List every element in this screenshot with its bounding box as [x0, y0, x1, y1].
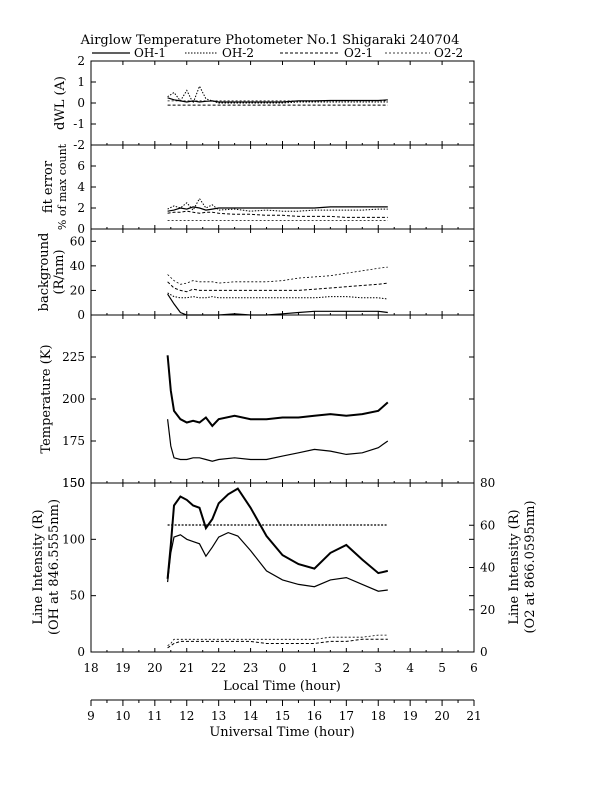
series-dwl-oh2	[167, 84, 388, 105]
x-tick-label-local: 1	[311, 661, 319, 675]
y-tick-label-intensity: 50	[70, 589, 85, 603]
y-tick-label-dwl: 2	[77, 54, 85, 68]
x-tick-label-universal: 10	[115, 709, 130, 723]
x-tick-label-local: 20	[147, 661, 162, 675]
series-layer	[166, 84, 389, 649]
legend-label-o21: O2-1	[344, 46, 373, 60]
y-tick-label-right: 0	[480, 645, 488, 659]
series-fit-oh1	[167, 206, 388, 212]
x-tick-label-local: 21	[179, 661, 194, 675]
y-tick-label-dwl: 1	[77, 75, 85, 89]
x-tick-label-universal: 14	[243, 709, 259, 723]
y-tick-label-dwl: -2	[73, 138, 85, 152]
series-fit-o21	[167, 210, 388, 218]
y-tick-label-right: 80	[480, 476, 495, 490]
x-tick-label-local: 18	[83, 661, 98, 675]
x-tick-label-local: 5	[438, 661, 446, 675]
panel-temperature-frame	[90, 314, 475, 484]
x-tick-label-universal: 18	[371, 709, 386, 723]
ylabel-fit-unit: % of max count	[56, 143, 69, 230]
legend-label-o22: O2-2	[434, 46, 463, 60]
y-tick-label-right: 60	[480, 518, 495, 532]
ylabel-intensity-unit: (OH at 846.5555nm)	[47, 499, 62, 635]
y-tick-label-background: 40	[70, 259, 85, 273]
x-tick-label-local: 23	[243, 661, 258, 675]
x-tick-label-local: 0	[279, 661, 287, 675]
series-fit-oh2	[167, 197, 388, 212]
series-temperature-oh1	[166, 355, 389, 428]
y-tick-label-background: 0	[77, 308, 85, 322]
x-tick-label-local: 2	[343, 661, 351, 675]
y-tick-label-right: 40	[480, 561, 495, 575]
y-tick-label-dwl: 0	[77, 96, 85, 110]
x-tick-label-universal: 13	[211, 709, 226, 723]
y-tick-label-temperature: 200	[62, 392, 85, 406]
x-tick-label-universal: 11	[147, 709, 162, 723]
x-tick-label-universal: 12	[179, 709, 194, 723]
series-temperature-oh2	[167, 419, 389, 462]
panel-fit-frame	[90, 144, 475, 230]
x-tick-label-local: 19	[115, 661, 130, 675]
panel-intensity-frame	[90, 482, 475, 653]
y-tick-label-temperature: 150	[62, 476, 85, 490]
y-tick-label-intensity: 0	[77, 645, 85, 659]
x-tick-label-universal: 16	[307, 709, 322, 723]
series-background-oh2	[167, 292, 388, 300]
y-tick-label-fit: 0	[77, 222, 85, 236]
axis-ticks: 18 19 20 21 22 23 0 1 2 3 4 5 69 10 11 12 13 14 15 16 17 18 19…	[62, 54, 495, 723]
ylabel-background-unit: (R/nm)	[52, 249, 67, 294]
series-intensity-oh2	[167, 531, 388, 592]
series-dwl-oh1	[167, 97, 388, 103]
panel-background-frame	[90, 228, 475, 316]
legend: OH-1 OH-2 O2-1 O2-2	[92, 46, 463, 60]
ylabel-background: background	[37, 233, 52, 312]
x-tick-label-universal: 15	[275, 709, 290, 723]
series-intensity-o22	[167, 634, 388, 647]
ylabel-fit: fit error	[41, 160, 56, 213]
ylabel-temperature: Temperature (K)	[39, 344, 54, 453]
x-tick-label-local: 3	[374, 661, 382, 675]
x-tick-label-universal: 20	[434, 709, 449, 723]
y-tick-label-temperature: 225	[62, 350, 85, 364]
x-tick-label-universal: 21	[466, 709, 481, 723]
legend-label-oh1: OH-1	[134, 46, 166, 60]
ylabel-intensity-right: Line Intensity (R)	[507, 509, 522, 624]
y-tick-label-fit: 6	[77, 159, 85, 173]
x-tick-label-universal: 19	[403, 709, 418, 723]
y-tick-label-background: 60	[70, 234, 85, 248]
y-tick-label-intensity: 150	[62, 476, 85, 490]
series-intensity-oh1	[166, 487, 389, 579]
y-tick-label-temperature: 175	[62, 434, 85, 448]
series-background-oh1	[167, 293, 388, 316]
series-intensity-o21	[167, 638, 388, 649]
ylabel-intensity: Line Intensity (R)	[31, 509, 46, 624]
ylabel-intensity-right-unit: (O2 at 866.0595nm)	[523, 500, 538, 633]
x-tick-label-local: 22	[211, 661, 226, 675]
ylabel-dwl: dWL (A)	[53, 76, 68, 130]
y-tick-label-intensity: 100	[62, 532, 85, 546]
xlabel-universal: Universal Time (hour)	[209, 725, 354, 740]
y-tick-label-right: 20	[480, 603, 495, 617]
x-tick-label-local: 4	[406, 661, 414, 675]
x-tick-label-local: 6	[470, 661, 478, 675]
xlabel-local: Local Time (hour)	[223, 679, 341, 694]
y-tick-label-fit: 2	[77, 201, 85, 215]
x-tick-label-universal: 17	[339, 709, 354, 723]
series-background-o21	[167, 281, 388, 293]
legend-label-oh2: OH-2	[222, 46, 254, 60]
y-tick-label-fit: 4	[77, 180, 85, 194]
x-tick-label-universal: 9	[87, 709, 95, 723]
series-background-o22	[167, 266, 388, 285]
figure-title: Airglow Temperature Photometer No.1 Shig…	[80, 33, 460, 48]
y-tick-label-background: 20	[70, 283, 85, 297]
y-tick-label-dwl: -1	[73, 117, 85, 131]
